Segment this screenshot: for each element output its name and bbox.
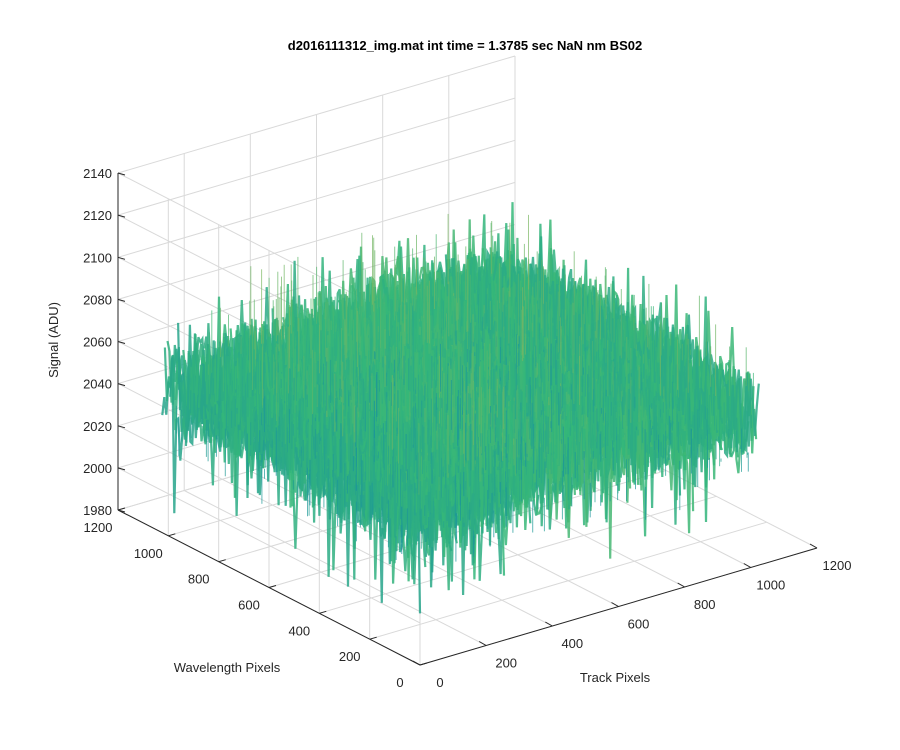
y-tick-label: 1200 (84, 520, 113, 535)
surface-mesh (161, 202, 760, 614)
z-tick-label: 2140 (83, 166, 112, 181)
z-tick-mark (117, 214, 126, 218)
x-tick-mark (677, 582, 685, 588)
z-axis-label: Signal (ADU) (46, 302, 61, 378)
chart-title: d2016111312_img.mat int time = 1.3785 se… (288, 38, 642, 53)
z-tick-mark (117, 172, 126, 176)
y-tick-mark (117, 507, 126, 511)
y-tick-mark (168, 533, 176, 537)
x-tick-label: 200 (495, 656, 517, 671)
x-tick-label: 600 (628, 617, 650, 632)
y-axis-label: Wavelength Pixels (174, 660, 281, 675)
z-tick-mark (117, 425, 126, 429)
z-tick-mark (117, 256, 126, 260)
gridline (117, 55, 516, 174)
x-tick-label: 800 (694, 597, 716, 612)
y-tick-label: 400 (288, 623, 310, 638)
x-tick-mark (743, 563, 752, 568)
x-tick-mark (412, 660, 421, 666)
z-tick-mark (117, 467, 126, 471)
y-tick-mark (419, 662, 428, 666)
y-tick-mark (319, 610, 327, 614)
x-tick-mark (809, 543, 818, 549)
z-tick-label: 2060 (83, 335, 112, 350)
gridline (369, 521, 767, 640)
y-tick-label: 1000 (134, 546, 163, 561)
gridline (319, 495, 717, 614)
z-tick-label: 2000 (83, 461, 112, 476)
z-tick-mark (117, 341, 126, 344)
x-tick-mark (611, 602, 619, 607)
gridline (117, 425, 421, 582)
z-tick-label: 2080 (83, 292, 112, 307)
x-tick-label: 1200 (823, 558, 852, 573)
z-tick-label: 2100 (83, 250, 112, 265)
tick-labels: 0 200 400 600 800 1000 1200 0 200 400 600 800 1000 12… (83, 166, 851, 690)
y-tick-label: 200 (339, 649, 361, 664)
z-tick-label: 2040 (83, 377, 112, 392)
z-tick-label: 1980 (83, 503, 112, 518)
y-tick-label: 600 (238, 598, 260, 613)
z-tick-label: 2020 (83, 419, 112, 434)
x-tick-label: 0 (436, 675, 443, 690)
x-tick-label: 1000 (756, 578, 785, 593)
x-tick-mark (478, 641, 487, 646)
gridline (117, 181, 516, 300)
z-tick-label: 2120 (83, 208, 112, 223)
gridline (117, 139, 516, 258)
x-tick-mark (545, 621, 553, 627)
y-tick-mark (268, 585, 277, 588)
z-tick-mark (117, 298, 126, 302)
x-tick-label: 400 (561, 636, 583, 651)
y-tick-label: 800 (188, 572, 210, 587)
y-tick-label: 0 (396, 675, 403, 690)
y-tick-mark (218, 559, 226, 563)
y-tick-mark (369, 636, 377, 640)
gridline (117, 467, 421, 624)
z-tick-mark (117, 383, 126, 387)
gridline (117, 97, 516, 216)
z-tick-mark (117, 509, 126, 513)
x-axis-label: Track Pixels (580, 670, 651, 685)
